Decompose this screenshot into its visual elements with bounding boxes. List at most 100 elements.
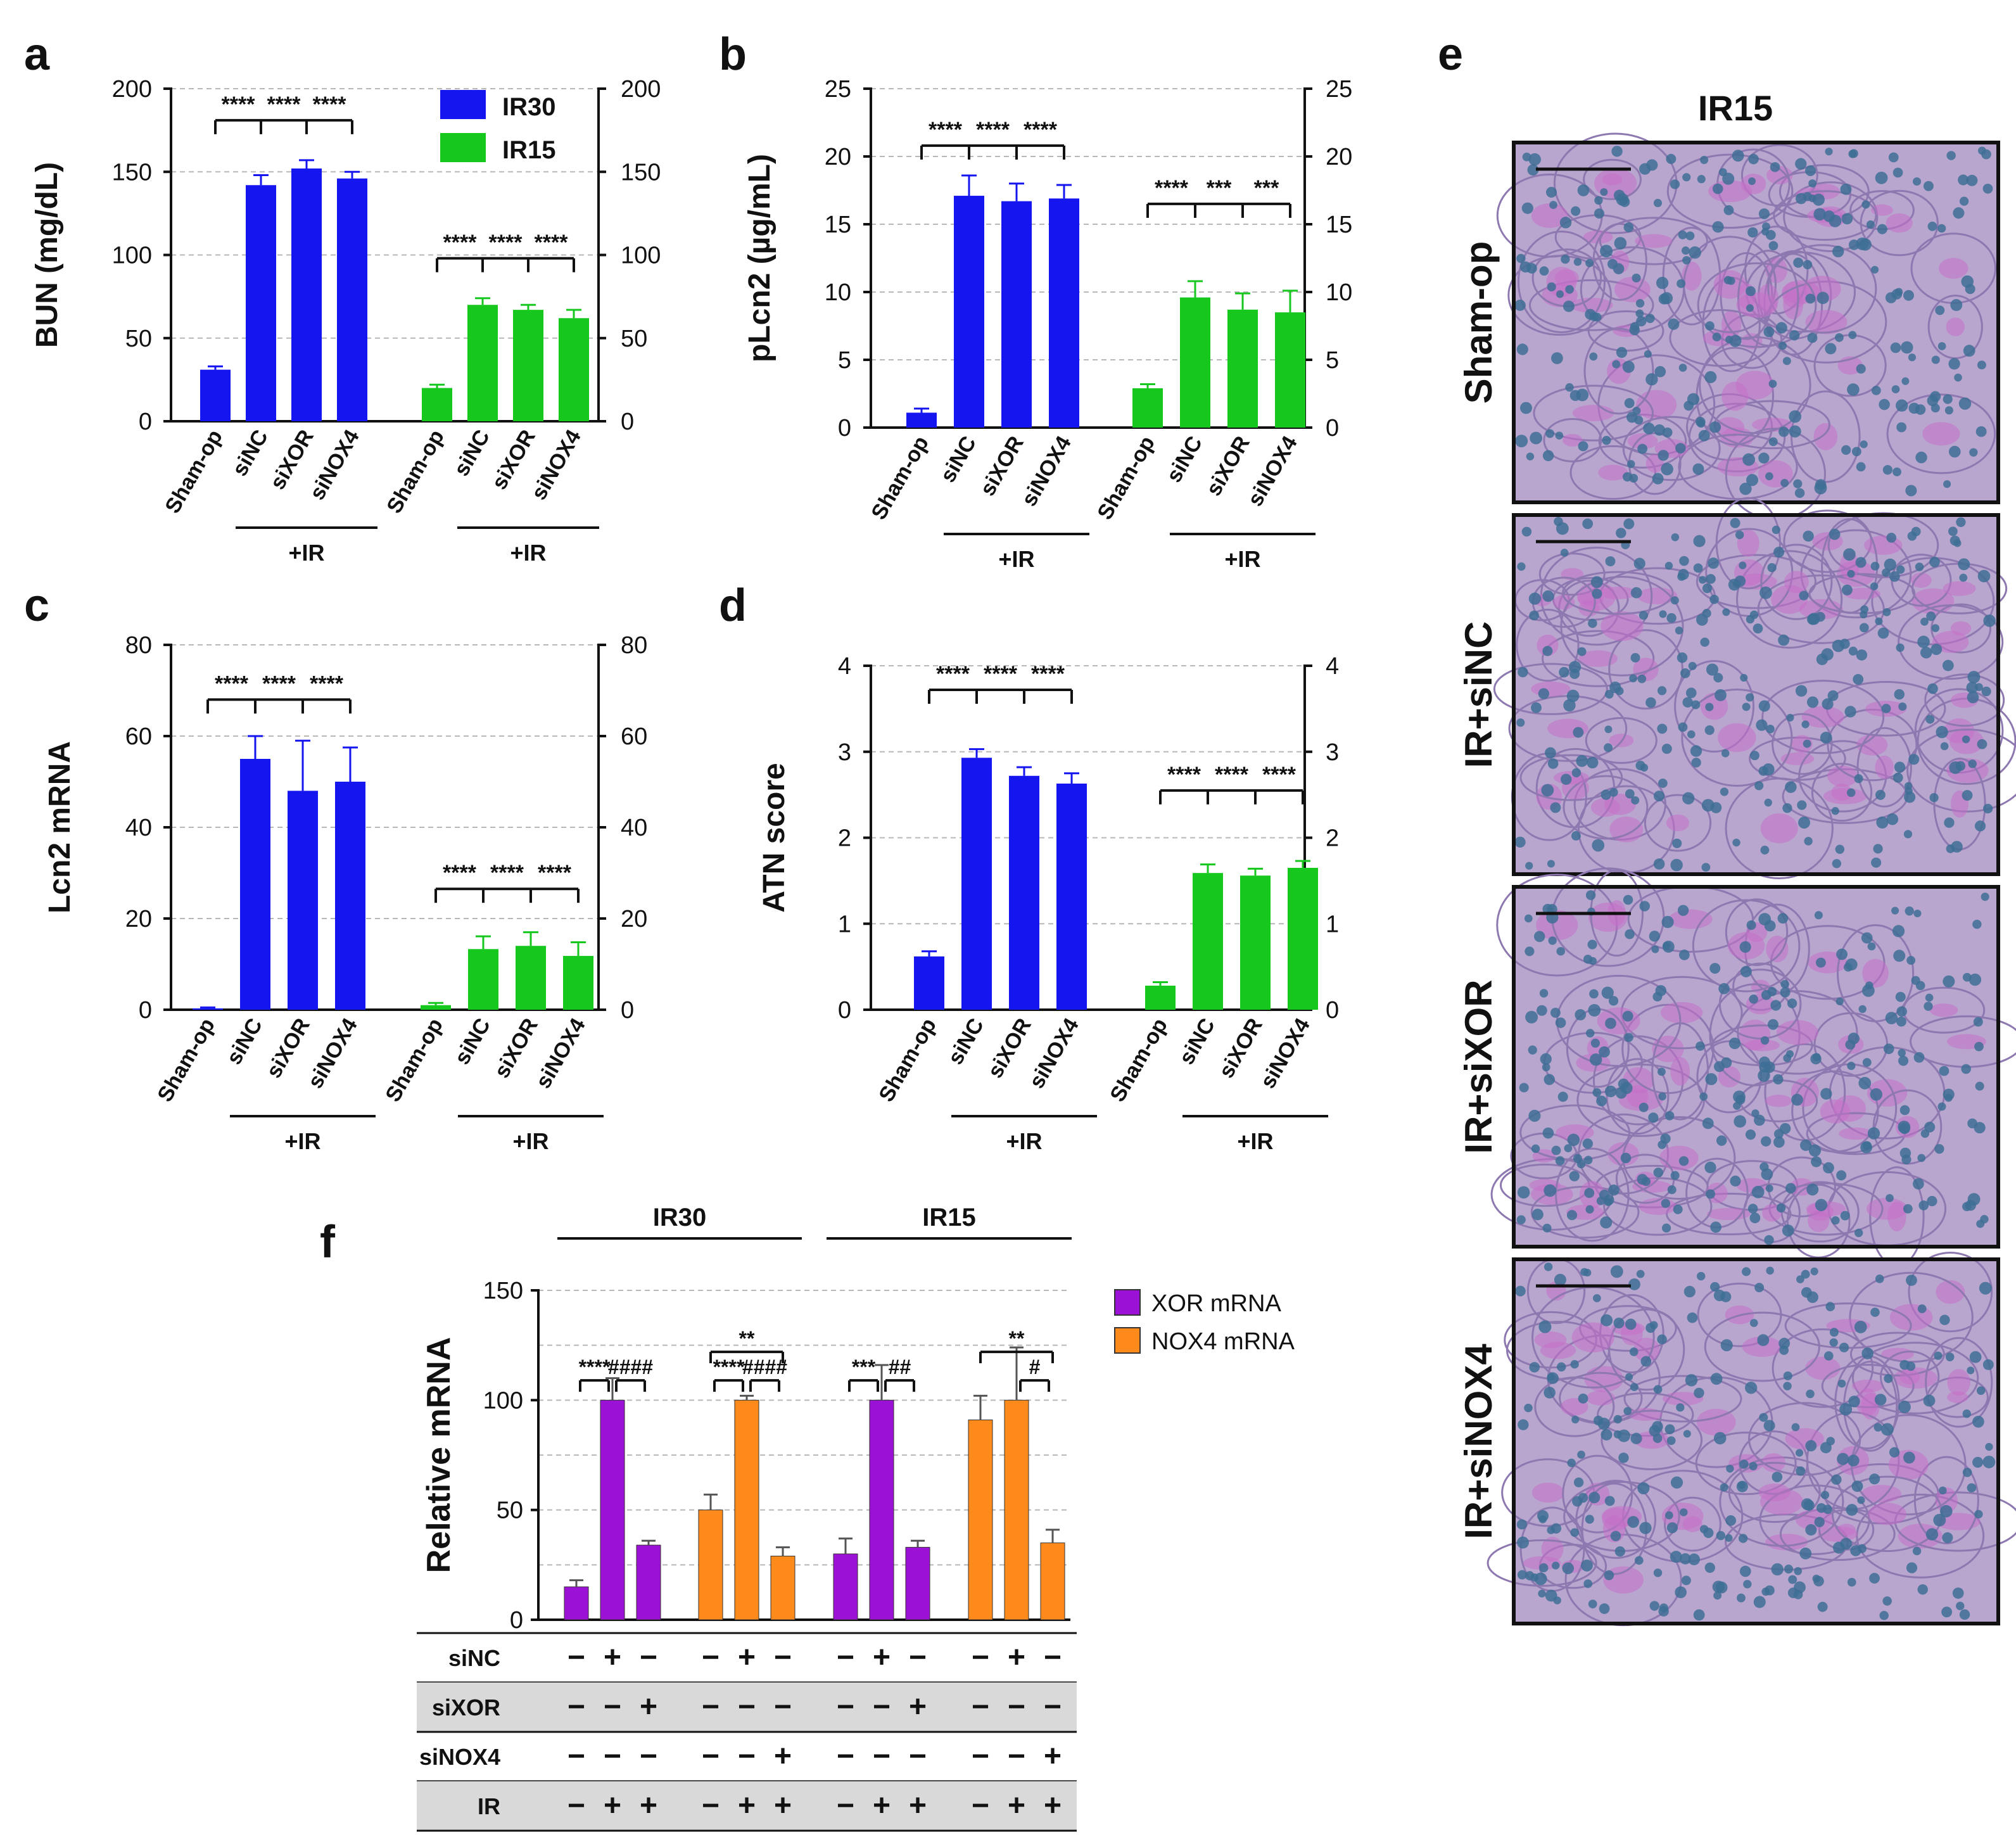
nucleus: [1877, 224, 1887, 234]
nucleus: [1573, 258, 1582, 266]
nucleus: [1954, 373, 1962, 382]
nucleus: [1663, 941, 1671, 950]
tubule-outline: [1583, 158, 1642, 200]
histology-row-label: IR+siXOR: [1457, 979, 1500, 1154]
bar-IR15-Sham-op: [1145, 985, 1176, 1010]
tubule-lumen: [1831, 784, 1853, 801]
tubule-lumen: [1827, 765, 1858, 787]
nucleus: [1858, 1005, 1867, 1014]
nucleus: [1905, 906, 1914, 916]
nucleus: [1605, 1017, 1616, 1029]
nucleus: [1829, 528, 1841, 540]
nucleus: [1534, 931, 1545, 943]
nucleus: [1899, 1359, 1910, 1370]
nucleus: [1745, 1382, 1758, 1394]
nucleus: [1657, 723, 1668, 734]
nucleus: [1814, 911, 1823, 920]
nucleus: [1892, 467, 1901, 476]
nucleus: [1942, 659, 1954, 671]
nucleus: [1604, 725, 1613, 734]
nucleus: [1896, 399, 1908, 412]
significance-label: ****: [1215, 763, 1249, 787]
y-tick-label: 20: [621, 906, 647, 932]
bar-IR15-siNOX4: [563, 956, 593, 1010]
nucleus: [1702, 1117, 1714, 1129]
tubule-outline: [1585, 716, 1658, 764]
nucleus: [1601, 1428, 1613, 1440]
tubule-outline: [1555, 1147, 1630, 1242]
y-tick-label: 0: [838, 415, 851, 442]
tubule-lumen: [1537, 634, 1559, 656]
nucleus: [1635, 309, 1644, 318]
nucleus: [1884, 1374, 1893, 1383]
nucleus: [1962, 790, 1973, 801]
table-sign: −: [702, 1739, 720, 1773]
nucleus: [1721, 749, 1730, 758]
nucleus: [1675, 443, 1686, 454]
nucleus: [1547, 860, 1555, 868]
nucleus: [1670, 1476, 1683, 1489]
nucleus: [1785, 781, 1797, 793]
tubule-lumen: [1801, 706, 1844, 728]
nucleus: [1660, 1133, 1671, 1144]
legend-swatch-ir30: [440, 90, 486, 119]
nucleus: [1652, 473, 1664, 485]
nucleus: [1861, 1347, 1874, 1359]
treatment-label: +IR: [284, 1128, 320, 1154]
nucleus: [1901, 377, 1910, 385]
table-row-label: siNC: [448, 1645, 500, 1671]
nucleus: [1725, 336, 1734, 344]
nucleus: [1961, 1064, 1971, 1074]
y-tick-label: 200: [621, 76, 661, 103]
nucleus: [1623, 518, 1635, 530]
nucleus: [1563, 699, 1576, 712]
nucleus: [1758, 700, 1770, 712]
nucleus: [1756, 719, 1768, 731]
nucleus: [1539, 989, 1549, 998]
nucleus: [1918, 1200, 1929, 1211]
nucleus: [1876, 816, 1889, 829]
nucleus: [1981, 149, 1991, 160]
nucleus: [1894, 761, 1906, 773]
tubule-outline: [1728, 1461, 1821, 1523]
nucleus: [1958, 558, 1970, 571]
nucleus: [1815, 479, 1827, 490]
nucleus: [1708, 557, 1720, 569]
nucleus: [1901, 341, 1913, 354]
nucleus: [1816, 291, 1829, 305]
tubule-outline: [1696, 554, 1816, 609]
group-header-label: IR30: [653, 1204, 707, 1231]
nucleus: [1723, 205, 1734, 215]
nucleus: [1561, 255, 1570, 264]
bar-IR30-Sham-op: [906, 412, 937, 428]
nucleus: [1624, 398, 1635, 409]
nucleus: [1966, 174, 1978, 186]
nucleus: [1974, 820, 1986, 832]
table-sign: +: [1044, 1789, 1062, 1822]
nucleus: [1784, 1564, 1794, 1574]
nucleus: [1677, 279, 1686, 288]
nucleus: [1594, 208, 1604, 219]
nucleus: [1569, 390, 1582, 402]
nucleus: [1749, 751, 1759, 761]
nucleus: [1896, 643, 1905, 652]
y-tick-label: 25: [1326, 76, 1352, 103]
x-category-label: siNC: [222, 1014, 267, 1069]
nucleus: [1559, 217, 1572, 229]
nucleus: [1520, 402, 1532, 414]
nucleus: [1778, 426, 1789, 437]
tubule-lumen: [1758, 1483, 1791, 1501]
significance-label: ##: [889, 1356, 911, 1378]
nucleus: [1888, 152, 1899, 163]
nucleus: [1867, 942, 1876, 951]
nucleus: [1613, 1317, 1625, 1329]
y-tick-label: 4: [1326, 653, 1339, 680]
tubule-outline: [1528, 279, 1654, 331]
nucleus: [1680, 668, 1690, 678]
tubule-lumen: [1866, 1197, 1908, 1220]
table-sign: −: [738, 1690, 756, 1724]
nucleus: [1735, 530, 1744, 540]
nucleus: [1967, 691, 1979, 704]
significance-label: **: [1009, 1327, 1025, 1350]
nucleus: [1839, 639, 1850, 649]
